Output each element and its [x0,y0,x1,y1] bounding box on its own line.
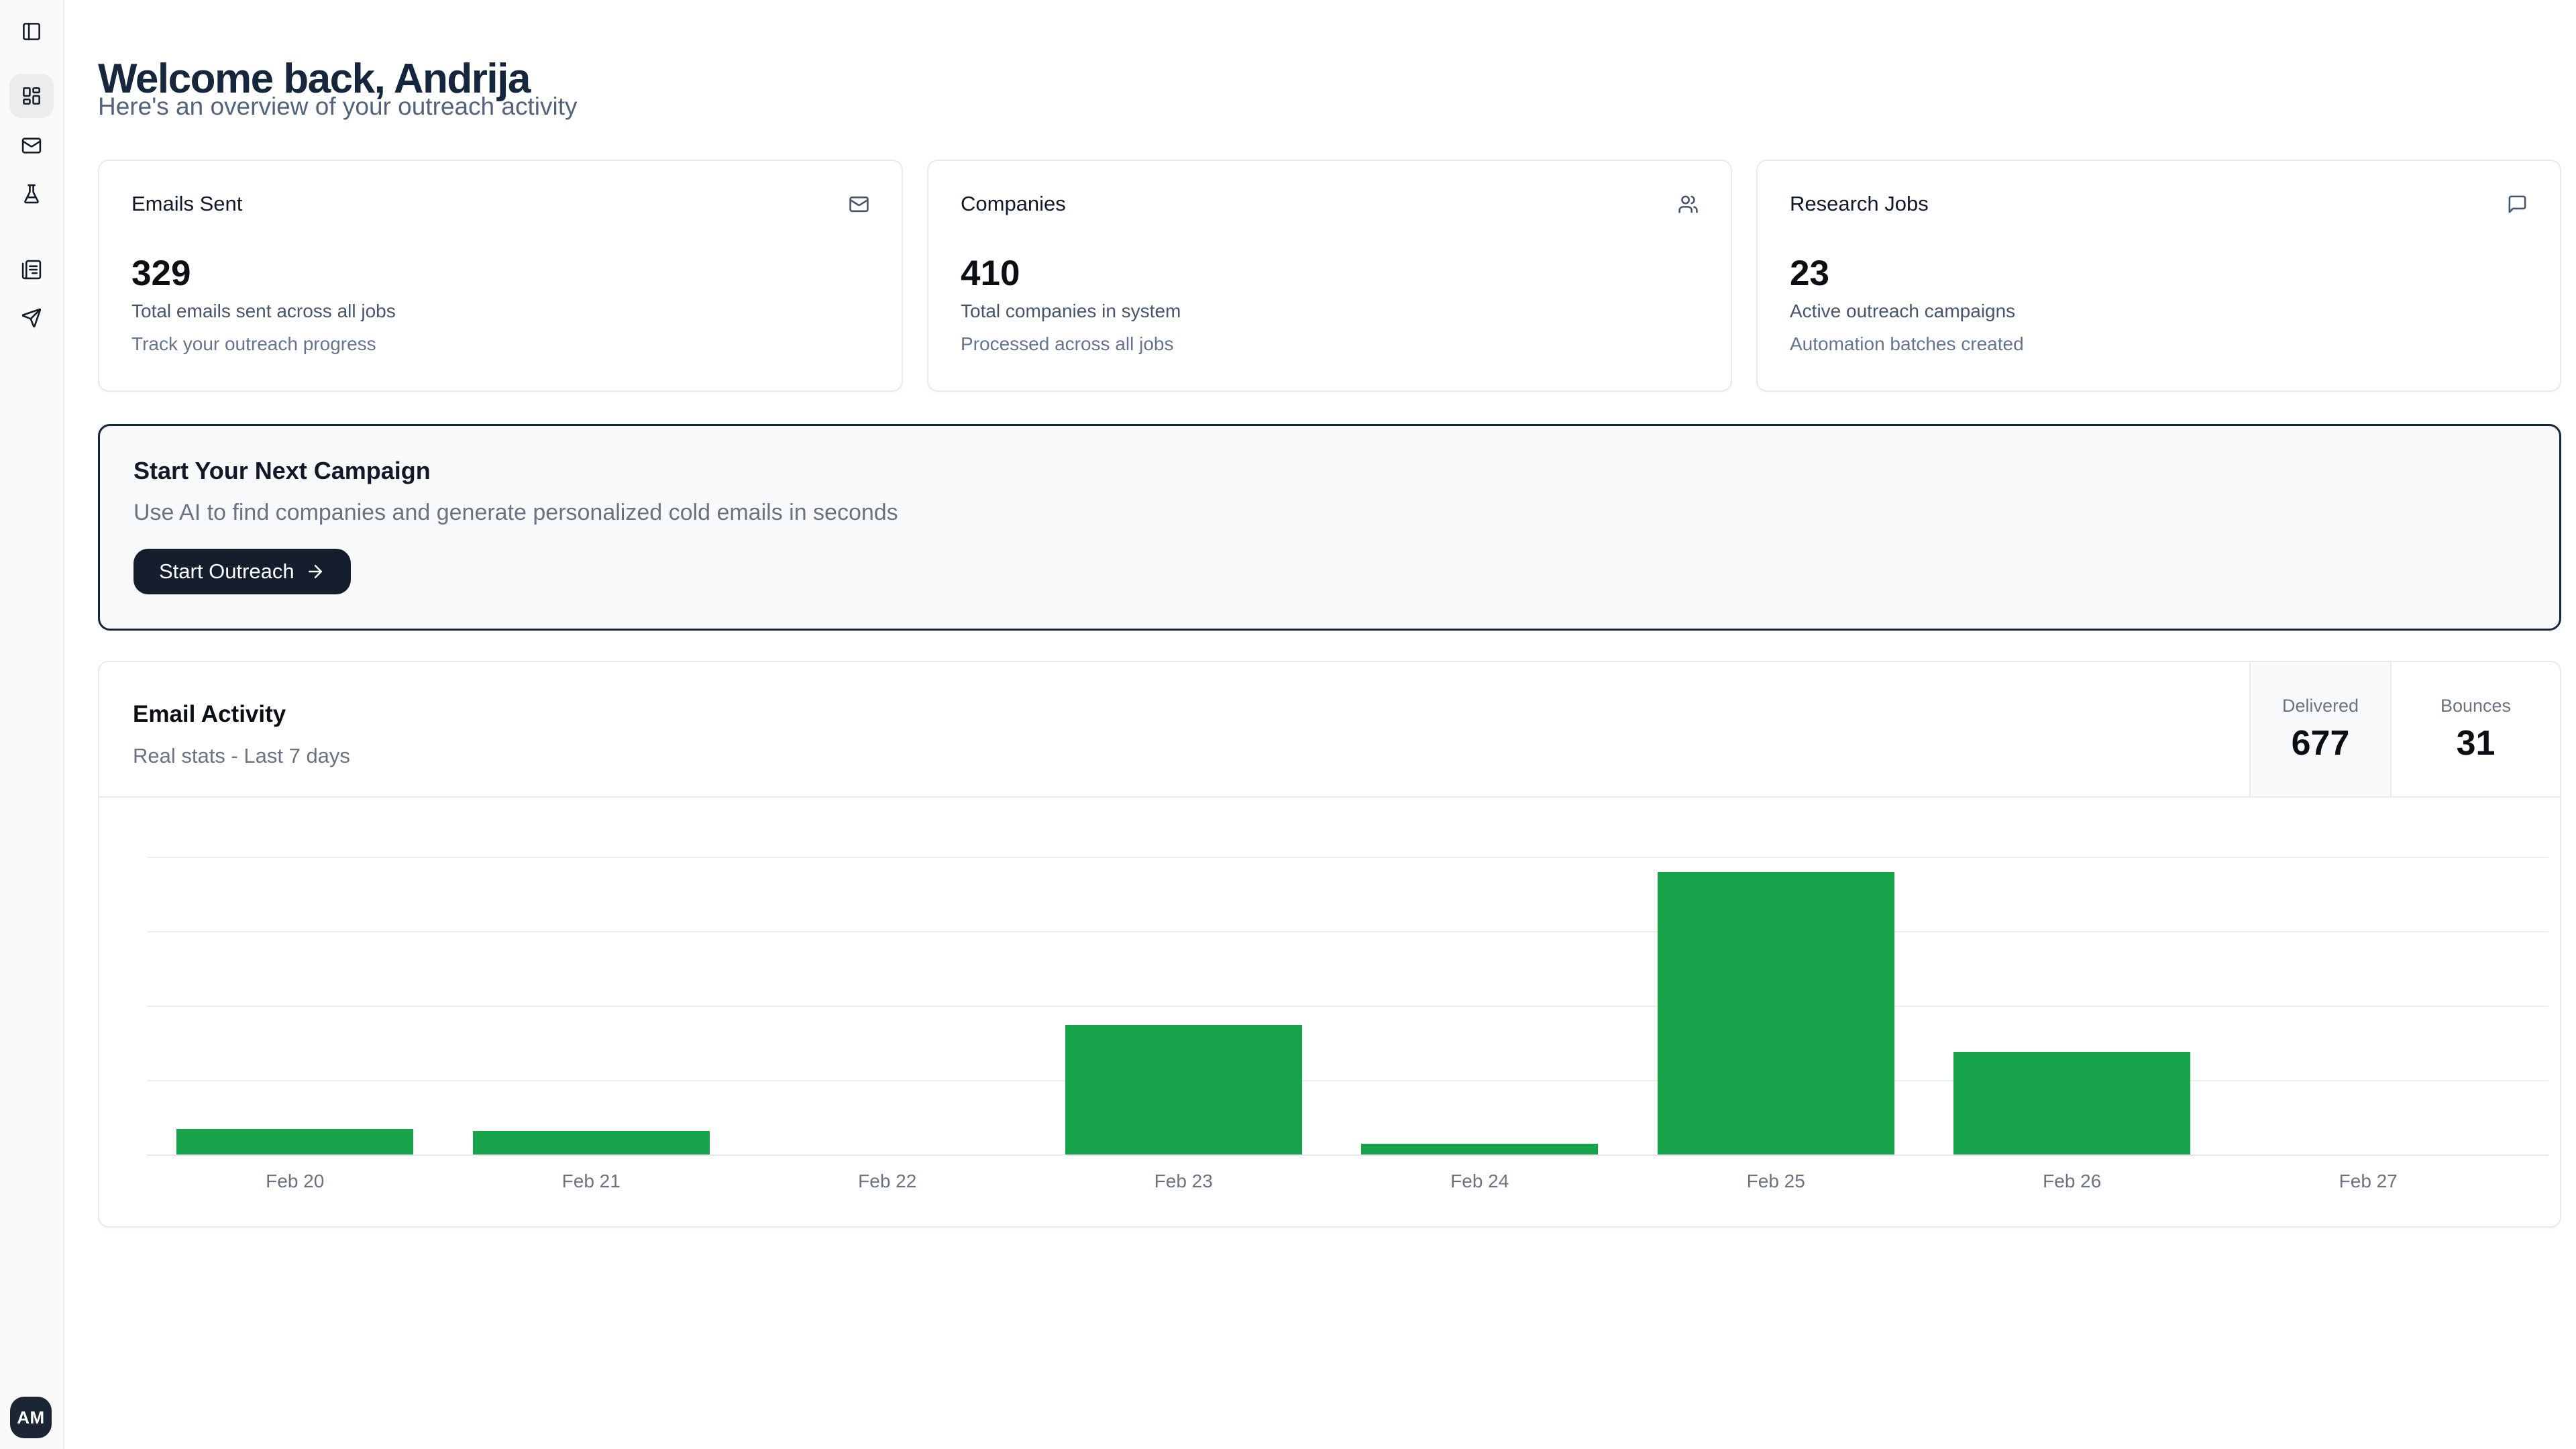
users-icon [1678,194,1699,215]
page-subtitle: Here's an overview of your outreach acti… [98,93,578,120]
stat-description: Total emails sent across all jobs [131,301,396,321]
campaign-banner: Start Your Next Campaign Use AI to find … [98,424,2561,631]
email-activity-title: Email Activity [133,701,286,727]
chart-bar-column[interactable]: Feb 24 [1332,798,1628,1228]
stat-description: Active outreach campaigns [1790,301,2016,321]
layout-dashboard-icon[interactable] [21,86,42,107]
bar-feb-21[interactable] [472,1131,710,1155]
x-tick-label: Feb 21 [561,1171,621,1191]
stat-card-research-jobs: Research Jobs 23 Active outreach campaig… [1756,160,2561,392]
bar-feb-25[interactable] [1657,872,1894,1155]
x-tick-label: Feb 20 [266,1171,325,1191]
chart-bar-column[interactable]: Feb 23 [1036,798,1332,1228]
bounces-label: Bounces [2440,695,2512,716]
chart-bar-column[interactable]: Feb 22 [739,798,1036,1228]
x-tick-label: Feb 22 [858,1171,917,1191]
stat-value: 23 [1790,254,1829,293]
bounces-value: 31 [2456,723,2496,763]
x-axis-line [147,1155,2548,1156]
x-tick-label: Feb 27 [2339,1171,2398,1191]
chart-bar-column[interactable]: Feb 26 [1924,798,2220,1228]
bar-feb-20[interactable] [176,1129,414,1155]
chart-bar-column[interactable]: Feb 25 [1628,798,1925,1228]
arrow-right-icon [308,565,322,578]
mail-icon [849,194,869,215]
delivered-value: 677 [2291,723,2350,763]
chart-bar-column[interactable]: Feb 27 [2220,798,2517,1228]
email-activity-bar-chart: Feb 20 Feb 21 Feb 22 Feb 23 Feb 24 Feb 25 Feb … [99,798,2560,1228]
message-square-icon [2507,194,2528,215]
stat-caption: Processed across all jobs [961,333,1174,354]
delivered-stat-tab[interactable]: Delivered 677 [2249,662,2390,796]
stat-value: 410 [961,254,1020,293]
stat-card-title: Companies [961,192,1066,215]
campaign-banner-subtitle: Use AI to find companies and generate pe… [133,500,898,525]
stat-value: 329 [131,254,191,293]
mail-icon[interactable] [21,136,42,156]
user-avatar[interactable]: AM [10,1397,52,1438]
bar-feb-24[interactable] [1361,1144,1599,1155]
stat-cards-row: Emails Sent 329 Total emails sent across… [98,160,2561,392]
stat-caption: Track your outreach progress [131,333,376,354]
bar-feb-23[interactable] [1065,1025,1302,1155]
stat-description: Total companies in system [961,301,1181,321]
flask-icon[interactable] [21,184,42,205]
delivered-label: Delivered [2282,695,2359,716]
newspaper-icon[interactable] [21,260,42,280]
email-activity-subtitle: Real stats - Last 7 days [133,744,350,767]
chart-bar-column[interactable]: Feb 21 [443,798,740,1228]
panel-left-icon[interactable] [21,21,42,42]
chart-bar-column[interactable]: Feb 20 [147,798,443,1228]
stat-card-title: Research Jobs [1790,192,1929,215]
stat-card-title: Emails Sent [131,192,243,215]
bar-feb-26[interactable] [1953,1052,2191,1155]
sidebar: AM [0,0,64,1449]
start-outreach-button[interactable]: Start Outreach [133,549,351,594]
stat-card-companies: Companies 410 Total companies in system … [927,160,1732,392]
send-icon[interactable] [21,308,42,329]
chart-bars: Feb 20 Feb 21 Feb 22 Feb 23 Feb 24 Feb 25 Feb … [147,798,2516,1228]
email-activity-header: Email Activity Real stats - Last 7 days … [99,662,2560,798]
x-tick-label: Feb 25 [1746,1171,1805,1191]
page-title: Welcome back, Andrija [98,55,531,102]
sidebar-active-highlight [9,74,54,118]
email-activity-card: Email Activity Real stats - Last 7 days … [98,661,2561,1228]
stat-card-emails-sent: Emails Sent 329 Total emails sent across… [98,160,903,392]
x-tick-label: Feb 26 [2043,1171,2102,1191]
start-outreach-label: Start Outreach [159,559,294,583]
campaign-banner-title: Start Your Next Campaign [133,457,431,484]
x-tick-label: Feb 24 [1450,1171,1509,1191]
stat-caption: Automation batches created [1790,333,2024,354]
bounces-stat-tab[interactable]: Bounces 31 [2390,662,2560,796]
chart-gridlines [147,798,2548,1156]
x-tick-label: Feb 23 [1154,1171,1213,1191]
